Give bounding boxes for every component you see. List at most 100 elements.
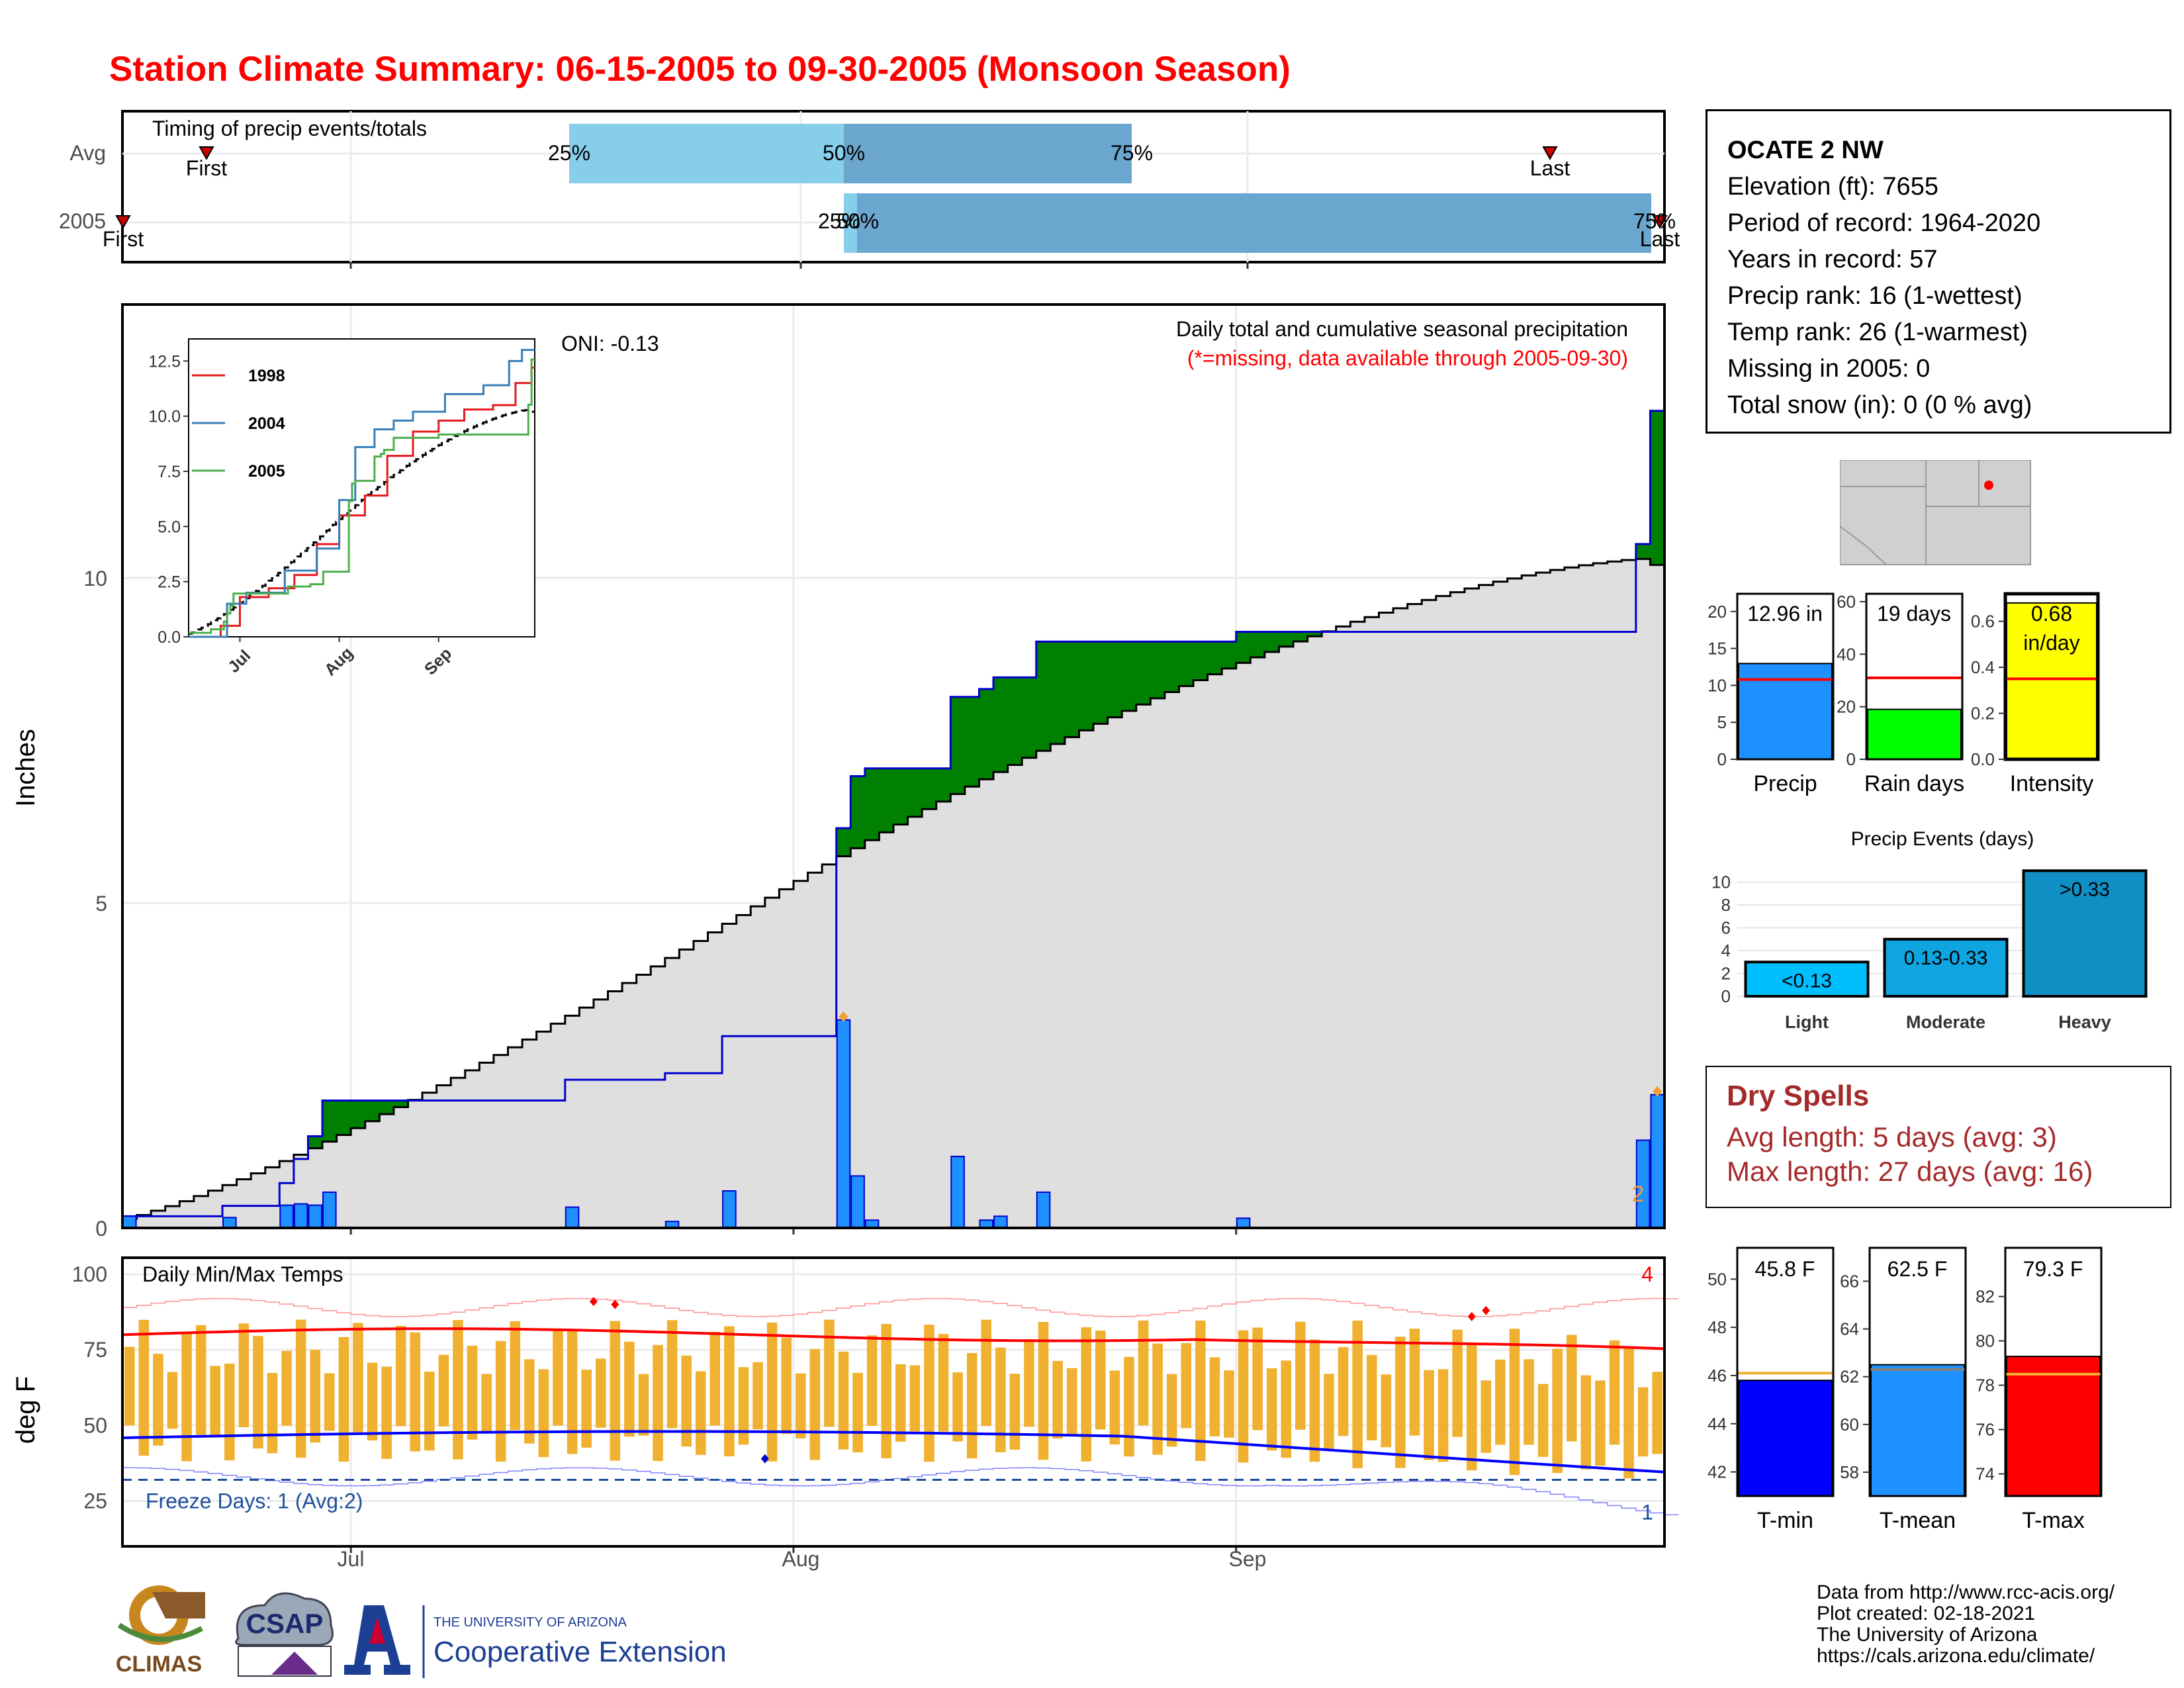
temp-range-bar-62 xyxy=(1009,1374,1021,1450)
temp-range-bar-55 xyxy=(909,1365,921,1432)
events-ytick-3: 6 xyxy=(1721,918,1731,938)
temp-range-bar-1 xyxy=(138,1319,150,1456)
temp-range-bar-79 xyxy=(1252,1327,1263,1430)
diff-fill-107 xyxy=(1650,410,1665,565)
precip-mini-ytick-1: 5 xyxy=(1717,712,1727,732)
diff-fill-67 xyxy=(1079,641,1094,731)
main-ytick-10: 10 xyxy=(83,567,107,590)
avg-p50-label: 50% xyxy=(823,141,865,165)
y2005-first-marker xyxy=(115,215,131,230)
tmin-bar-ytick-0: 42 xyxy=(1707,1462,1727,1482)
temp-ytick-1: 50 xyxy=(83,1413,107,1437)
temp-range-bar-3 xyxy=(167,1372,178,1429)
events-ytick-2: 4 xyxy=(1721,941,1731,961)
avg-q1-bar xyxy=(569,124,844,183)
temp-range-bar-33 xyxy=(595,1358,606,1428)
diff-fill-56 xyxy=(922,768,937,810)
diff-fill-65 xyxy=(1050,641,1066,744)
station-years: Years in record: 57 xyxy=(1727,246,1938,273)
tmax-bar-frame xyxy=(2004,1246,2103,1497)
precip-mini-value: 12.96 in xyxy=(1747,602,1823,626)
temp-ytick-0: 25 xyxy=(83,1489,107,1513)
temp-range-bar-41 xyxy=(709,1331,721,1426)
temp-range-bar-92 xyxy=(1437,1369,1449,1462)
temp-range-bar-58 xyxy=(952,1372,963,1442)
tmax-bar-ytick-4: 82 xyxy=(1976,1287,1995,1307)
temp-range-bar-57 xyxy=(938,1334,949,1432)
precip-mini-ytick-2: 10 xyxy=(1707,675,1727,695)
diff-fill-62 xyxy=(1007,677,1023,765)
diff-fill-68 xyxy=(1093,641,1109,724)
events-ytick-4: 8 xyxy=(1721,895,1731,915)
inset-1998-line xyxy=(189,366,535,638)
raindays-mini-label: Rain days xyxy=(1864,771,1964,796)
temperature-chart: deg F 25 50 75 100 Daily Min/Max Temps 4 Freez… xyxy=(11,1256,1679,1553)
diff-fill-17 xyxy=(365,1100,380,1121)
inset-ytick-2: 5.0 xyxy=(158,518,181,536)
station-temp-rank: Temp rank: 26 (1-warmest) xyxy=(1727,318,2028,346)
temp-range-bar-93 xyxy=(1452,1329,1463,1437)
diff-fill-52 xyxy=(864,768,880,841)
temp-range-bar-25 xyxy=(481,1374,492,1433)
temp-range-bar-53 xyxy=(881,1323,891,1458)
temp-range-bar-11 xyxy=(281,1350,292,1426)
tmean-bar-ytick-2: 62 xyxy=(1840,1367,1859,1387)
temp-range-bar-36 xyxy=(638,1374,649,1436)
temp-range-bar-101 xyxy=(1566,1335,1577,1442)
temp-range-bar-16 xyxy=(353,1323,363,1432)
csap-text: CSAP xyxy=(246,1608,324,1639)
end-day-marker xyxy=(1653,1086,1662,1097)
avg-first-label: First xyxy=(186,156,227,180)
precip-events-chart: Precip Events (days) 02 4 6 8 10 <0.13 Light 0.1… xyxy=(1711,828,2148,1032)
main-caption-missing: (*=missing, data available through 2005-… xyxy=(1187,346,1628,370)
diff-fill-70 xyxy=(1122,641,1137,711)
events-ytick-1: 2 xyxy=(1721,964,1731,984)
avg-p75-label: 75% xyxy=(1111,141,1153,165)
tmean-bar-ytick-0: 58 xyxy=(1840,1462,1859,1482)
main-ylabel: Inches xyxy=(11,729,40,807)
y2005-p25-label: 25% xyxy=(818,209,860,233)
tmin-bar-bar xyxy=(1738,1380,1833,1497)
temp-range-bar-22 xyxy=(438,1354,449,1427)
y2005-cumulative-line xyxy=(122,410,1664,1217)
ua-logo: THE UNIVERSITY OF ARIZONA Cooperative Ex… xyxy=(344,1605,727,1678)
temp-range-bar-78 xyxy=(1238,1330,1249,1463)
climas-text: CLIMAS xyxy=(116,1652,202,1677)
footer-source: Data from http://www.rcc-acis.org/ xyxy=(1817,1581,2115,1603)
temp-ytick-3: 100 xyxy=(72,1262,107,1286)
inset-ytick-4: 10.0 xyxy=(148,408,181,426)
diff-fill-74 xyxy=(1179,641,1194,686)
temp-range-bar-17 xyxy=(367,1362,378,1441)
temp-range-bar-39 xyxy=(681,1355,692,1447)
station-elevation: Elevation (ft): 7655 xyxy=(1727,173,1938,201)
temp-ytick-2: 75 xyxy=(83,1338,107,1362)
tmax-bar-ytick-3: 80 xyxy=(1976,1331,1995,1351)
temp-range-bar-35 xyxy=(624,1341,635,1437)
temp-range-bar-32 xyxy=(581,1370,592,1448)
temp-range-bar-20 xyxy=(410,1332,421,1452)
temp-range-bar-13 xyxy=(310,1350,321,1443)
station-period: Period of record: 1964-2020 xyxy=(1727,209,2041,237)
precip-mini-bar xyxy=(1738,663,1833,760)
daily-precip-bar-61 xyxy=(993,1215,1008,1229)
max-day-marker xyxy=(839,1011,848,1022)
diff-fill-55 xyxy=(907,768,923,817)
station-snow: Total snow (in): 0 (0 % avg) xyxy=(1727,391,2032,419)
hot-day-marker-2 xyxy=(1467,1311,1476,1321)
temp-range-bar-48 xyxy=(809,1348,821,1460)
temp-range-bar-90 xyxy=(1409,1329,1420,1436)
temp-range-bar-47 xyxy=(795,1373,806,1439)
temp-range-bar-63 xyxy=(1024,1339,1034,1427)
diff-fill-71 xyxy=(1136,641,1151,705)
avg-cumulative-area xyxy=(122,559,1664,1228)
raindays-mini-value: 19 days xyxy=(1877,602,1951,626)
footer-created: Plot created: 02-18-2021 xyxy=(1817,1603,2036,1624)
inset-legend-label-2: 2005 xyxy=(248,462,285,481)
csap-logo: CSAP xyxy=(235,1592,334,1677)
record-max-line xyxy=(122,1297,1679,1317)
temp-range-bar-88 xyxy=(1381,1374,1392,1448)
avg-cumulative-line xyxy=(122,557,1664,1220)
diff-fill-50 xyxy=(836,828,851,857)
raindays-mini-ytick-2: 40 xyxy=(1837,644,1856,664)
events-ytick-5: 10 xyxy=(1711,872,1731,892)
